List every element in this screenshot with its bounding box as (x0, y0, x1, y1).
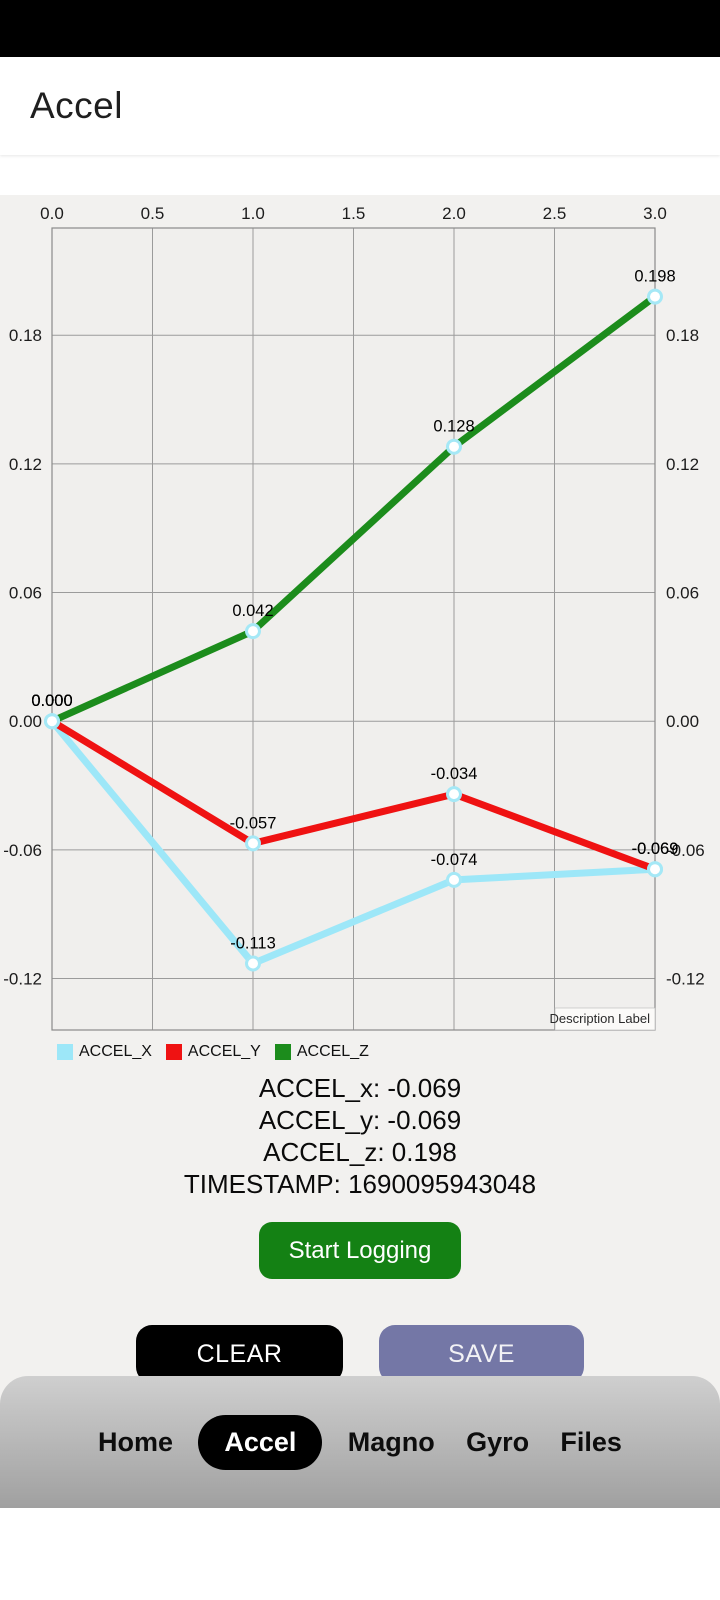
svg-text:0.042: 0.042 (232, 602, 273, 620)
svg-text:2.5: 2.5 (543, 204, 567, 223)
svg-text:1.5: 1.5 (342, 204, 366, 223)
svg-text:-0.034: -0.034 (431, 765, 478, 783)
bottom-navigation: Home Accel Magno Gyro Files (0, 1376, 720, 1508)
main-content: 0.0 0.5 1.0 1.5 2.0 2.5 3.0 0.18 0.18 0.12 0.12 0.0… (0, 195, 720, 1508)
readout-accel-x: ACCEL_x: -0.069 (258, 1073, 462, 1103)
svg-text:-0.074: -0.074 (431, 851, 478, 869)
svg-text:0.18: 0.18 (666, 326, 699, 345)
readout-accel-z: ACCEL_z: 0.198 (263, 1137, 457, 1167)
svg-text:0.18: 0.18 (9, 326, 42, 345)
svg-text:0.0: 0.0 (40, 204, 64, 223)
svg-text:1.0: 1.0 (241, 204, 265, 223)
svg-text:0.198: 0.198 (634, 268, 675, 286)
nav-item-files[interactable]: Files (560, 1426, 622, 1457)
start-logging-button[interactable]: Start Logging (259, 1222, 461, 1279)
legend-item-accel-y: ACCEL_Y (165, 1043, 261, 1061)
nav-item-magno[interactable]: Magno (347, 1426, 435, 1457)
sensor-readouts: ACCEL_x: -0.069 ACCEL_y: -0.069 ACCEL_z:… (0, 1072, 720, 1200)
legend-label-accel-z: ACCEL_Z (296, 1043, 369, 1060)
nav-item-gyro[interactable]: Gyro (466, 1426, 530, 1457)
app-header: Accel (0, 57, 720, 155)
legend-item-accel-x: ACCEL_X (57, 1043, 152, 1061)
svg-text:0.128: 0.128 (433, 418, 474, 436)
svg-text:2.0: 2.0 (442, 204, 466, 223)
readout-accel-y: ACCEL_y: -0.069 (258, 1105, 462, 1135)
svg-text:0.06: 0.06 (666, 584, 699, 603)
svg-text:-0.069: -0.069 (632, 840, 679, 858)
svg-text:-0.12: -0.12 (3, 970, 42, 989)
chart-legend: ACCEL_X ACCEL_Y ACCEL_Z (0, 1040, 720, 1064)
svg-text:0.000: 0.000 (31, 692, 72, 710)
svg-text:Description Label: Description Label (550, 1011, 651, 1026)
svg-text:-0.06: -0.06 (3, 841, 42, 860)
svg-text:0.12: 0.12 (666, 455, 699, 474)
legend-label-accel-x: ACCEL_X (79, 1043, 152, 1060)
legend-item-accel-z: ACCEL_Z (274, 1043, 369, 1061)
svg-text:0.000: 0.000 (31, 692, 72, 710)
legend-swatch-accel-z (274, 1044, 291, 1060)
readout-timestamp: TIMESTAMP: 1690095943048 (183, 1169, 537, 1199)
svg-text:0.000: 0.000 (31, 692, 72, 710)
svg-text:3.0: 3.0 (643, 204, 667, 223)
page-title: Accel (30, 85, 123, 126)
nav-item-home[interactable]: Home (98, 1426, 174, 1457)
status-bar (0, 0, 720, 57)
svg-text:0.00: 0.00 (9, 712, 42, 731)
legend-swatch-accel-y (165, 1044, 182, 1060)
svg-text:0.00: 0.00 (666, 712, 699, 731)
svg-text:-0.113: -0.113 (230, 935, 276, 953)
svg-text:0.06: 0.06 (9, 584, 42, 603)
legend-swatch-accel-x (57, 1044, 73, 1060)
svg-text:0.5: 0.5 (141, 204, 165, 223)
nav-item-accel[interactable]: Accel (198, 1414, 323, 1470)
accel-line-chart: 0.0 0.5 1.0 1.5 2.0 2.5 3.0 0.18 0.18 0.12 0.12 0.0… (3, 204, 705, 1031)
svg-text:-0.057: -0.057 (230, 814, 277, 832)
legend-label-accel-y: ACCEL_Y (187, 1043, 261, 1060)
svg-text:-0.12: -0.12 (666, 970, 705, 989)
svg-text:0.12: 0.12 (9, 455, 42, 474)
svg-text:-0.069: -0.069 (632, 840, 679, 858)
clear-button[interactable]: CLEAR (136, 1325, 343, 1383)
svg-text:-0.06: -0.06 (666, 841, 705, 860)
save-button[interactable]: SAVE (379, 1325, 584, 1383)
